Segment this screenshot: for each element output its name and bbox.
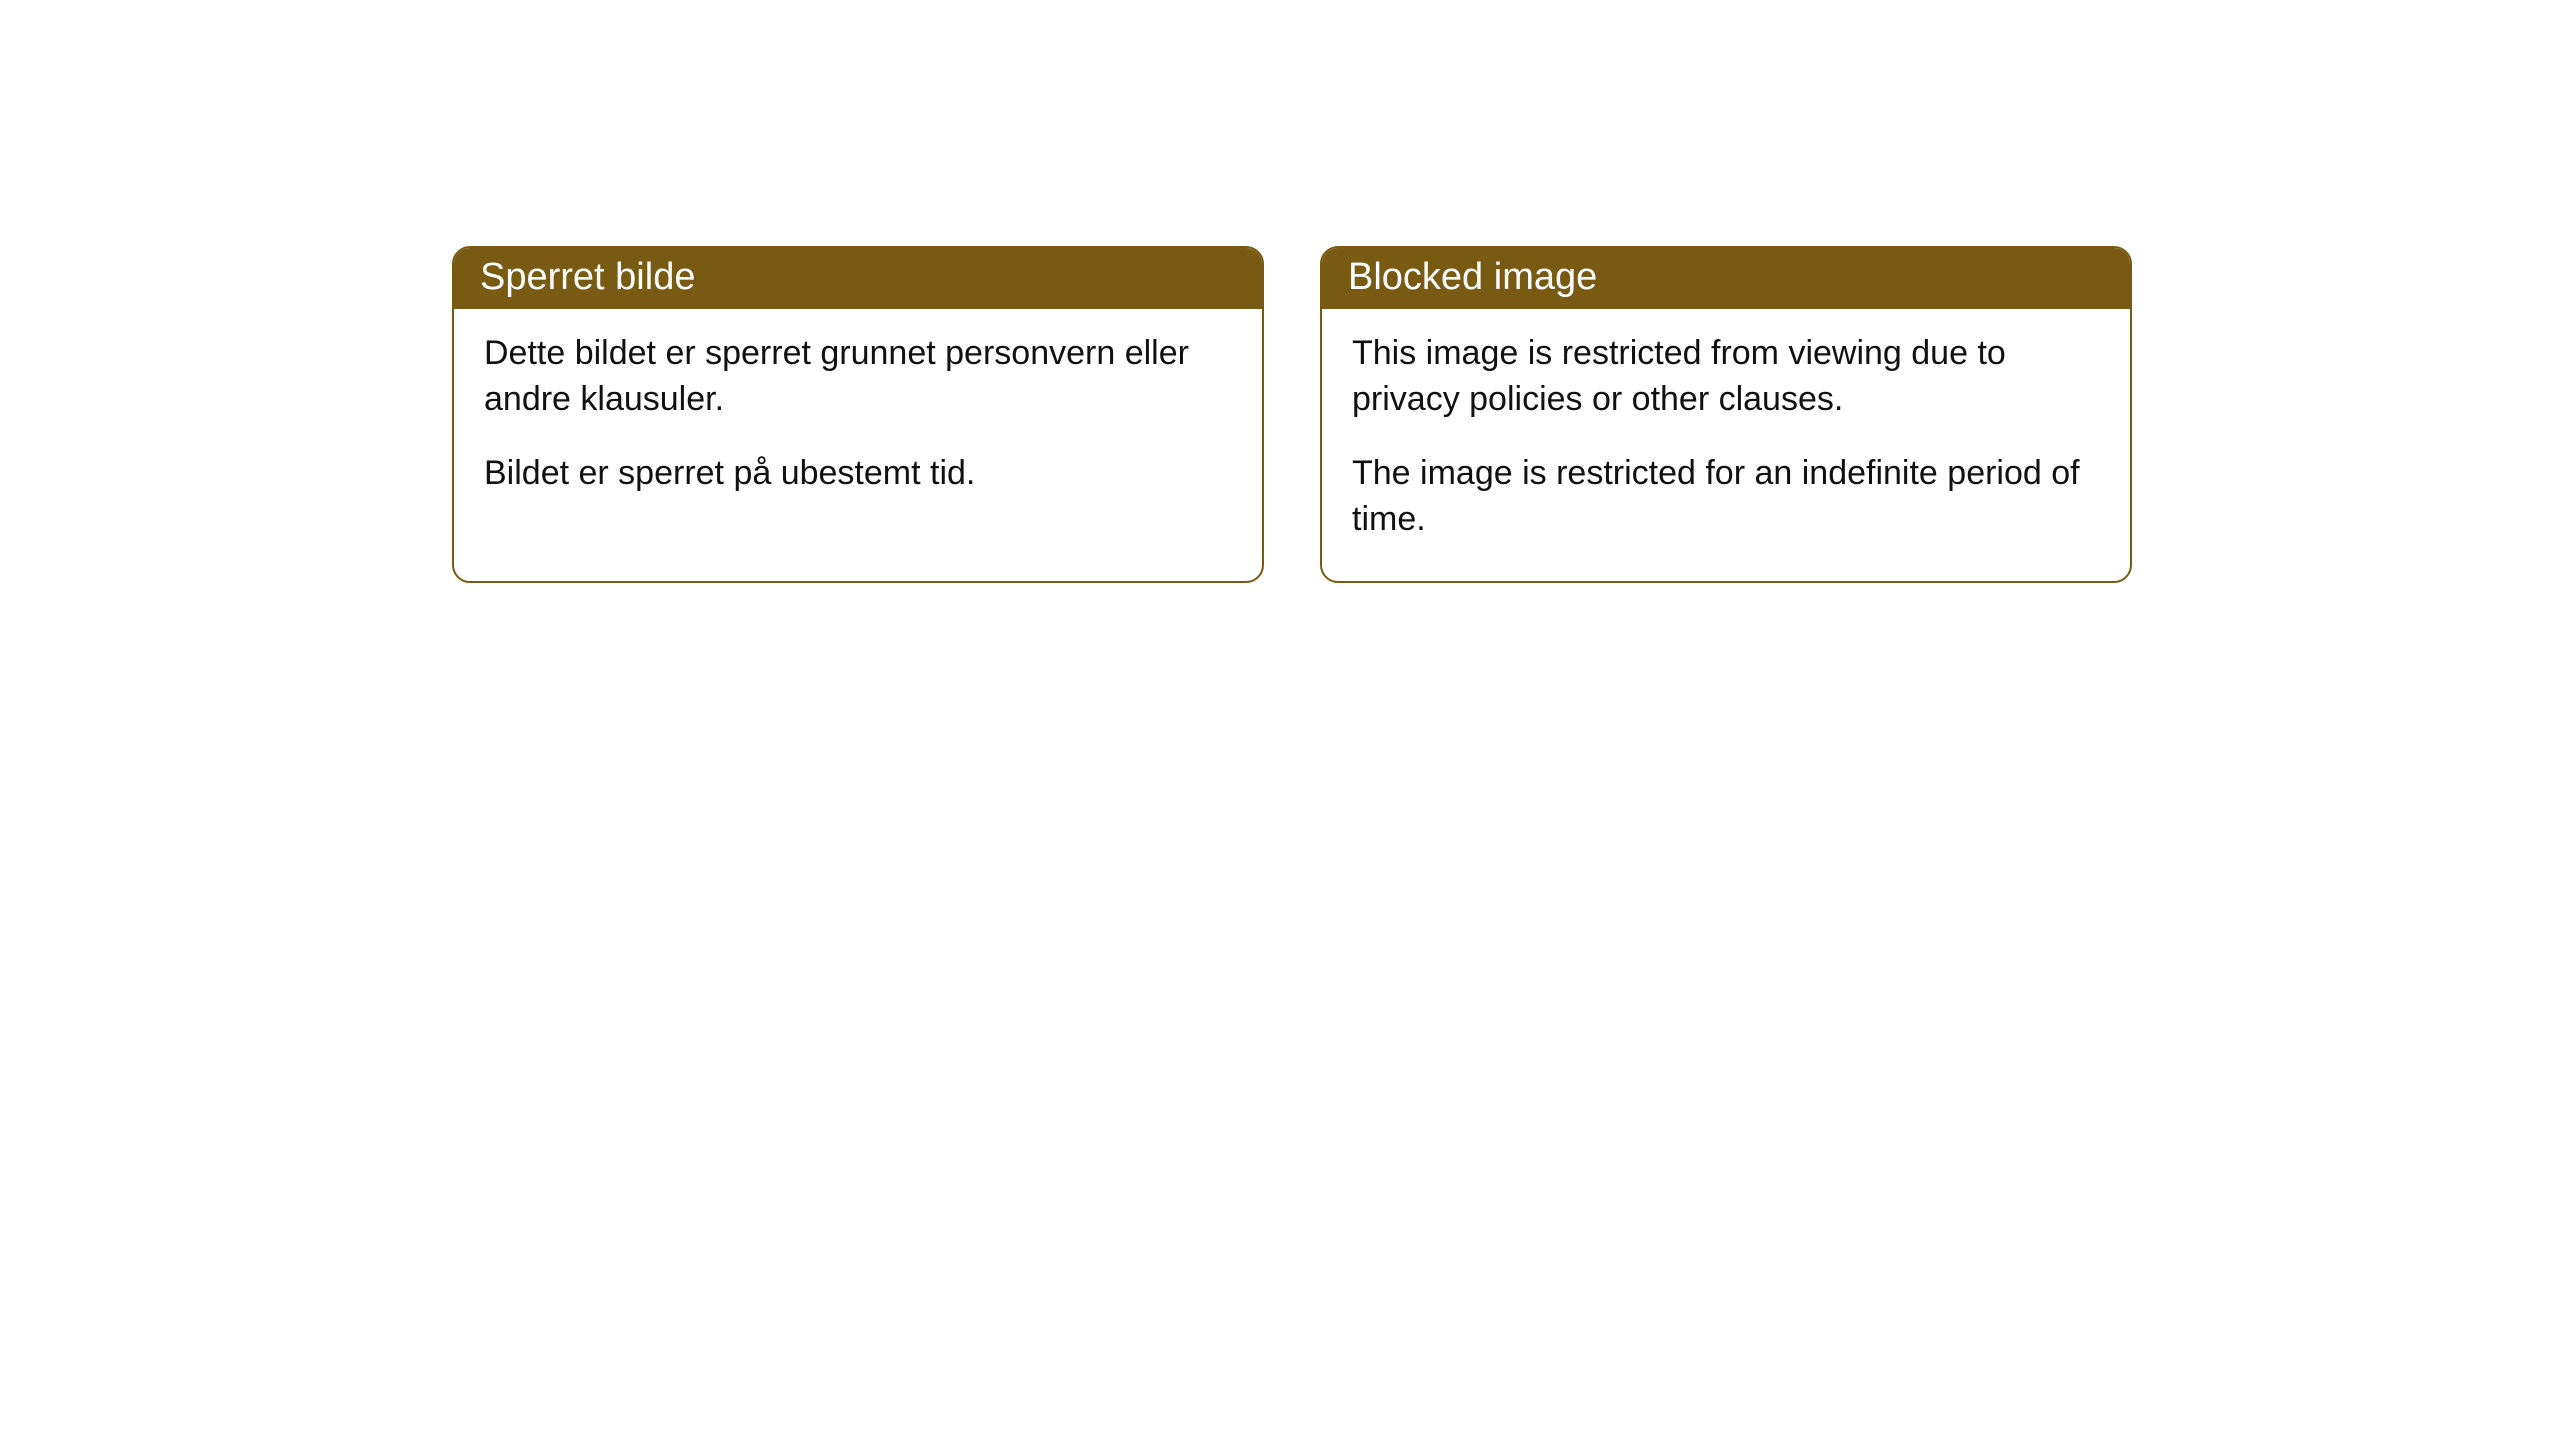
notice-title-en: Blocked image bbox=[1322, 248, 2130, 309]
notice-para2-no: Bildet er sperret på ubestemt tid. bbox=[484, 451, 1232, 497]
notice-para1-en: This image is restricted from viewing du… bbox=[1352, 331, 2100, 423]
notice-container: Sperret bilde Dette bildet er sperret gr… bbox=[0, 0, 2560, 583]
notice-card-norwegian: Sperret bilde Dette bildet er sperret gr… bbox=[452, 246, 1264, 583]
notice-title-no: Sperret bilde bbox=[454, 248, 1262, 309]
notice-para2-en: The image is restricted for an indefinit… bbox=[1352, 451, 2100, 543]
notice-para1-no: Dette bildet er sperret grunnet personve… bbox=[484, 331, 1232, 423]
notice-card-english: Blocked image This image is restricted f… bbox=[1320, 246, 2132, 583]
notice-body-no: Dette bildet er sperret grunnet personve… bbox=[454, 309, 1262, 535]
notice-body-en: This image is restricted from viewing du… bbox=[1322, 309, 2130, 581]
